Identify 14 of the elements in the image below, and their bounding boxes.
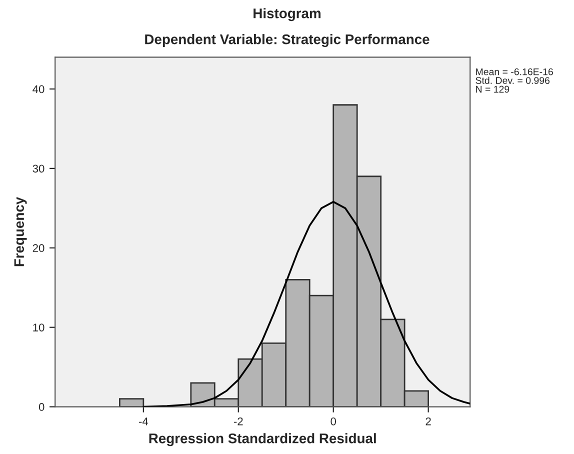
x-tick-label: -4: [138, 418, 148, 426]
y-tick-label: 0: [38, 403, 44, 411]
x-axis-title: Regression Standardized Residual: [149, 433, 376, 446]
chart-subtitle: Dependent Variable: Strategic Performance: [145, 34, 430, 48]
y-tick-label: 20: [32, 244, 44, 252]
text: Mean = -6.16E-16 Std. Dev. = 0.996 N = 129: [476, 68, 553, 93]
y-axis-title: Frequency: [14, 196, 27, 266]
y-tick-label: 40: [32, 85, 44, 94]
x-tick-label: 2: [426, 417, 431, 426]
y-tick-label: 30: [32, 164, 44, 173]
x-tick-label: -2: [234, 417, 243, 426]
y-tick-label: 10: [33, 324, 44, 332]
chart-title: Histogram: [254, 8, 320, 22]
x-tick-label: 0: [330, 417, 336, 426]
